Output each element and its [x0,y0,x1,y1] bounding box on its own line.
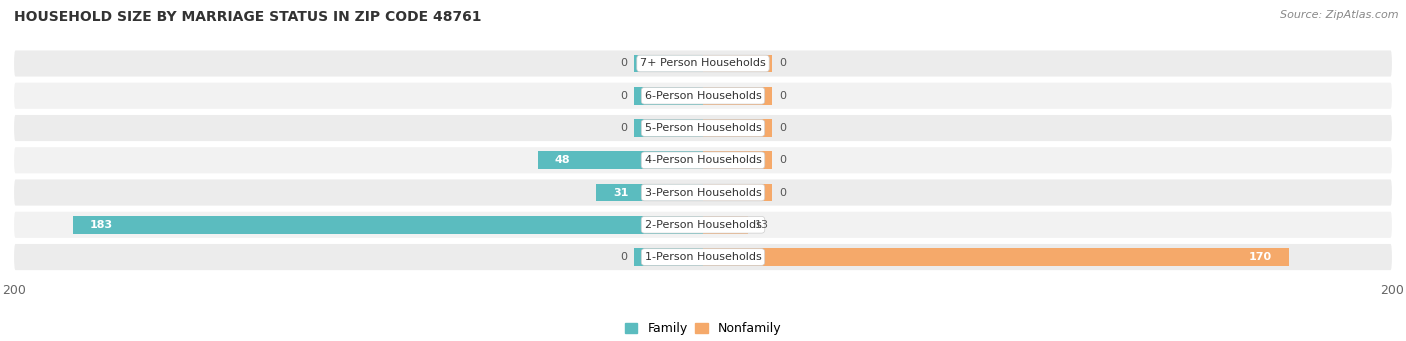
Bar [537,151,703,169]
Text: Source: ZipAtlas.com: Source: ZipAtlas.com [1281,10,1399,20]
Text: 0: 0 [620,123,627,133]
Legend: Family, Nonfamily: Family, Nonfamily [620,317,786,340]
FancyBboxPatch shape [14,244,1392,270]
Text: 183: 183 [90,220,112,230]
Bar [703,248,1289,266]
Bar [703,216,748,234]
Text: 0: 0 [779,123,786,133]
Text: 170: 170 [1249,252,1271,262]
Bar [703,119,772,137]
Text: 7+ Person Households: 7+ Person Households [640,59,766,69]
Bar [596,184,703,202]
Text: 6-Person Households: 6-Person Households [644,91,762,101]
Text: HOUSEHOLD SIZE BY MARRIAGE STATUS IN ZIP CODE 48761: HOUSEHOLD SIZE BY MARRIAGE STATUS IN ZIP… [14,10,482,24]
Bar [634,248,703,266]
Bar [634,55,703,72]
Text: 5-Person Households: 5-Person Households [644,123,762,133]
Text: 4-Person Households: 4-Person Households [644,155,762,165]
Bar [703,151,772,169]
Bar [634,87,703,105]
FancyBboxPatch shape [14,83,1392,109]
Text: 0: 0 [620,252,627,262]
Text: 31: 31 [613,188,628,197]
FancyBboxPatch shape [14,50,1392,77]
Text: 0: 0 [779,155,786,165]
Bar [703,184,772,202]
Text: 1-Person Households: 1-Person Households [644,252,762,262]
Bar [703,55,772,72]
FancyBboxPatch shape [14,179,1392,206]
FancyBboxPatch shape [14,115,1392,141]
Text: 0: 0 [620,91,627,101]
Text: 48: 48 [555,155,571,165]
Bar [634,119,703,137]
Bar [703,87,772,105]
FancyBboxPatch shape [14,147,1392,173]
Text: 3-Person Households: 3-Person Households [644,188,762,197]
Text: 13: 13 [755,220,769,230]
Text: 2-Person Households: 2-Person Households [644,220,762,230]
Text: 0: 0 [620,59,627,69]
Text: 0: 0 [779,91,786,101]
Bar [73,216,703,234]
FancyBboxPatch shape [14,212,1392,238]
Text: 0: 0 [779,188,786,197]
Text: 0: 0 [779,59,786,69]
